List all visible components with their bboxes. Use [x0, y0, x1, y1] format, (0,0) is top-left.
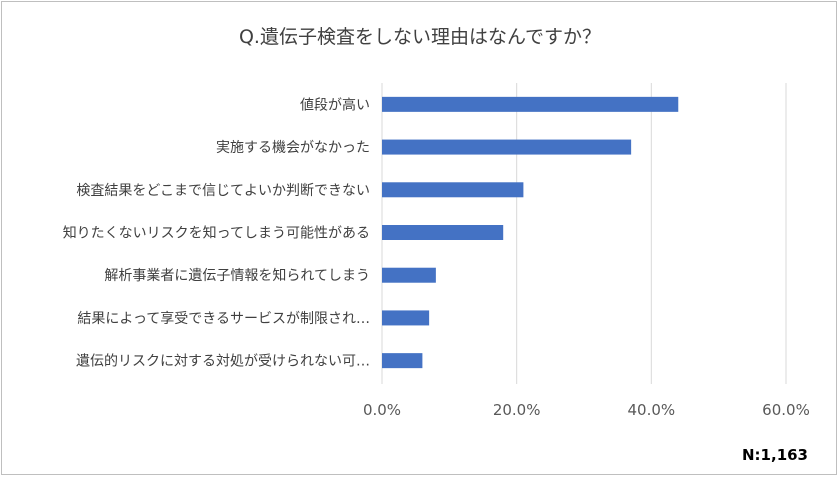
- category-label: 遺伝的リスクに対する対処が受けられない可…: [76, 354, 370, 370]
- x-tick-label: 20.0%: [493, 401, 541, 419]
- bar: [382, 139, 632, 155]
- bar: [382, 267, 436, 283]
- bar: [382, 310, 430, 326]
- category-label: 検査結果をどこまで信じてよいか判断できない: [76, 183, 370, 199]
- category-label: 実施する機会がなかった: [216, 140, 370, 156]
- category-label: 値段が高い: [300, 96, 370, 113]
- bar: [382, 225, 504, 240]
- bar: [382, 182, 524, 198]
- bar: [382, 353, 423, 369]
- category-label: 解析事業者に遺伝子情報を知られてしまう: [104, 267, 370, 284]
- x-tick-label: 0.0%: [363, 401, 401, 419]
- x-tick-label: 60.0%: [762, 401, 810, 419]
- x-tick-label: 40.0%: [628, 401, 676, 419]
- category-label: 結果によって享受できるサービスが制限され…: [77, 310, 370, 327]
- sample-size-note: N:1,163: [742, 446, 808, 464]
- bar: [382, 96, 679, 112]
- chart-title: Q.遺伝子検査をしない理由はなんですか？: [238, 26, 602, 48]
- category-label: 知りたくないリスクを知ってしまう可能性がある: [63, 225, 370, 242]
